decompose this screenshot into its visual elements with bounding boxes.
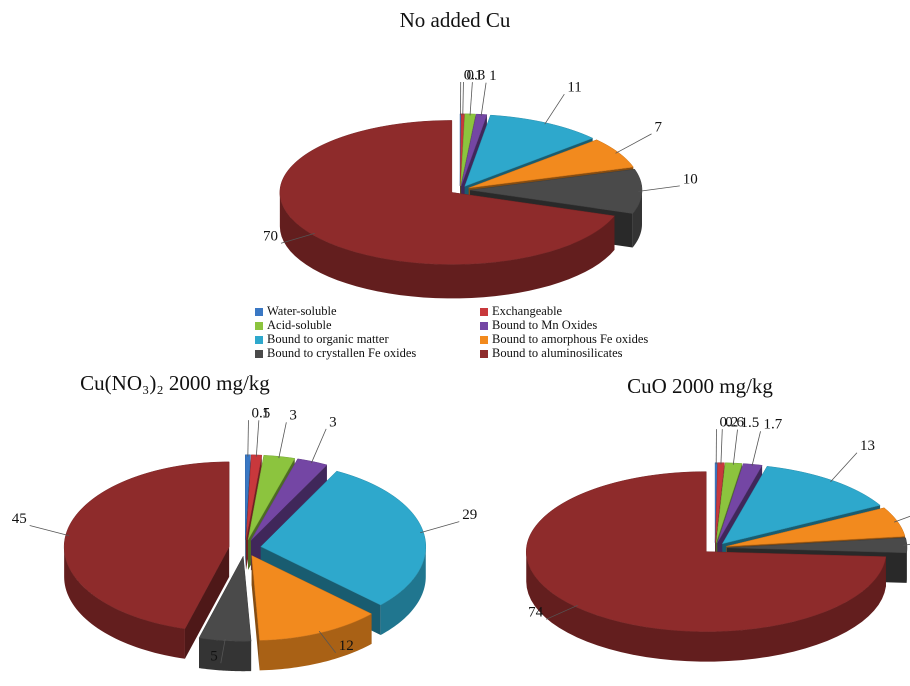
data-label: 70 [263,229,278,245]
slice-wall [251,555,260,671]
data-label: 5 [210,649,218,665]
data-label: 3 [289,408,297,424]
slice [721,466,881,545]
legend-label: Water-soluble [267,304,337,318]
slice [469,168,643,214]
legend-label: Bound to organic matter [267,332,389,346]
leader-line [247,420,249,457]
slice [63,461,230,630]
leader-line [638,185,680,192]
data-label: 0.2 [719,415,738,431]
data-label: 1.7 [764,417,783,433]
data-label: 13 [860,438,875,454]
legend-label: Bound to Mn Oxides [492,318,597,332]
legend-swatch [255,308,263,316]
data-label: 45 [12,511,27,527]
legend-swatch [255,336,263,344]
leader-line [469,82,473,116]
legend-swatch [480,308,488,316]
leader-line [278,422,287,459]
leader-line [420,521,460,534]
data-label: 0.5 [251,406,270,422]
leader-line [280,233,315,244]
data-label: 29 [462,507,477,523]
data-label: 1 [262,406,270,422]
legend-swatch [480,322,488,330]
slice [260,470,427,606]
slice-side [526,551,886,662]
data-label: 1 [489,68,497,84]
pie [63,454,427,672]
data-label: 11 [567,80,581,96]
slice-wall [184,546,230,659]
leader-line [29,525,70,537]
legend-label: Bound to amorphous Fe oxides [492,332,648,346]
data-label: 74 [528,605,544,621]
leader-line [830,452,858,483]
slice-side [279,192,615,299]
pie [526,462,908,662]
slice-side [259,613,372,671]
chart-title: Cu(NO₃)₂ 2000 mg/kg [80,371,270,395]
slice [468,139,634,189]
legend-swatch [255,322,263,330]
legend-swatch [255,350,263,358]
legend-label: Bound to crystallen Fe oxides [267,346,416,360]
leader-line [544,93,565,125]
leader-line [720,429,723,465]
data-label: 10 [683,171,698,187]
leader-line [318,630,337,654]
legend-swatch [480,350,488,358]
leader-line [220,638,226,664]
data-label: 0.3 [466,67,485,83]
legend-label: Acid-soluble [267,318,332,332]
leader-line [480,82,487,116]
slice-side [632,190,642,248]
legend-swatch [480,336,488,344]
slice [464,114,594,187]
slice-side [380,546,426,636]
leader-line [546,604,578,620]
data-label: 1 [475,68,483,84]
leader-line [462,81,464,116]
chart-title: No added Cu [400,8,511,32]
data-label: 12 [339,638,354,654]
data-label: 0.6 [725,415,744,431]
slice-side [64,546,185,659]
slice [250,458,328,541]
data-label: 0.1 [464,67,483,83]
leader-line [894,515,910,523]
pie [279,113,643,299]
slice-side [199,638,252,672]
data-label: 1.5 [741,415,760,431]
legend-label: Bound to aluminosilicates [492,346,623,360]
data-label: 3 [329,414,337,430]
leader-line [310,428,327,464]
leader-line [615,133,652,154]
leader-line [732,429,738,465]
data-label: 7 [655,119,663,135]
chart-title: CuO 2000 mg/kg [627,374,773,398]
legend-label: Exchangeable [492,304,563,318]
leader-line [751,431,761,466]
slice [726,537,908,554]
slice [726,507,906,547]
leader-line [255,420,260,457]
